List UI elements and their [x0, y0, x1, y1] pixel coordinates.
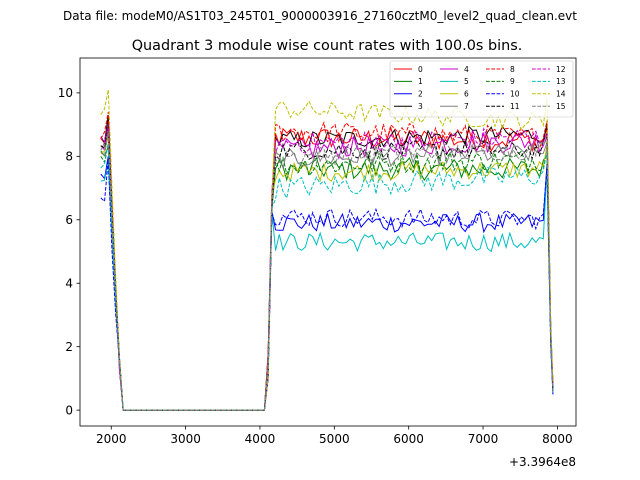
legend-label-4: 4	[464, 65, 469, 74]
y-tick-label: 8	[65, 150, 73, 164]
y-tick-label: 2	[65, 340, 73, 354]
plot-frame	[79, 57, 577, 427]
x-offset-label: +3.3964e8	[509, 455, 576, 469]
legend-label-5: 5	[464, 77, 469, 86]
legend-box	[389, 60, 574, 118]
series-line-3	[100, 115, 554, 411]
y-tick-label: 4	[65, 276, 73, 290]
data-file-line: Data file: modeM0/AS1T03_245T01_90000039…	[63, 9, 577, 23]
x-tick-label: 7000	[468, 432, 499, 446]
legend-label-1: 1	[418, 77, 423, 86]
legend-label-8: 8	[510, 65, 515, 74]
legend-label-12: 12	[556, 65, 566, 74]
x-tick-label: 2000	[96, 432, 127, 446]
series-line-11	[100, 124, 554, 411]
series-line-2	[100, 156, 554, 411]
series-layer	[100, 89, 554, 411]
series-line-5	[100, 162, 554, 411]
legend-label-6: 6	[464, 90, 469, 99]
legend-label-14: 14	[556, 90, 566, 99]
legend-label-0: 0	[418, 65, 423, 74]
chart-title: Quadrant 3 module wise count rates with …	[132, 38, 523, 54]
y-tick-label: 0	[65, 403, 73, 417]
legend-label-10: 10	[510, 90, 520, 99]
series-line-13	[100, 143, 554, 411]
series-line-9	[100, 143, 554, 411]
legend-label-3: 3	[418, 102, 423, 111]
y-axis: 0 2 4 6 8 10	[58, 86, 80, 417]
y-tick-label: 6	[65, 213, 73, 227]
series-line-10	[100, 159, 554, 411]
series-line-15	[100, 130, 554, 411]
legend-label-13: 13	[556, 77, 566, 86]
y-tick-label: 10	[58, 86, 73, 100]
legend-label-11: 11	[510, 102, 520, 111]
legend-label-9: 9	[510, 77, 515, 86]
x-tick-label: 5000	[319, 432, 350, 446]
x-tick-label: 6000	[393, 432, 424, 446]
legend-label-15: 15	[556, 102, 566, 111]
x-tick-label: 3000	[170, 432, 201, 446]
x-tick-label: 4000	[245, 432, 276, 446]
x-tick-label: 8000	[542, 432, 573, 446]
legend-label-2: 2	[418, 90, 423, 99]
legend-label-7: 7	[464, 102, 469, 111]
x-axis: 2000 3000 4000 5000 6000 7000 8000	[96, 426, 573, 446]
